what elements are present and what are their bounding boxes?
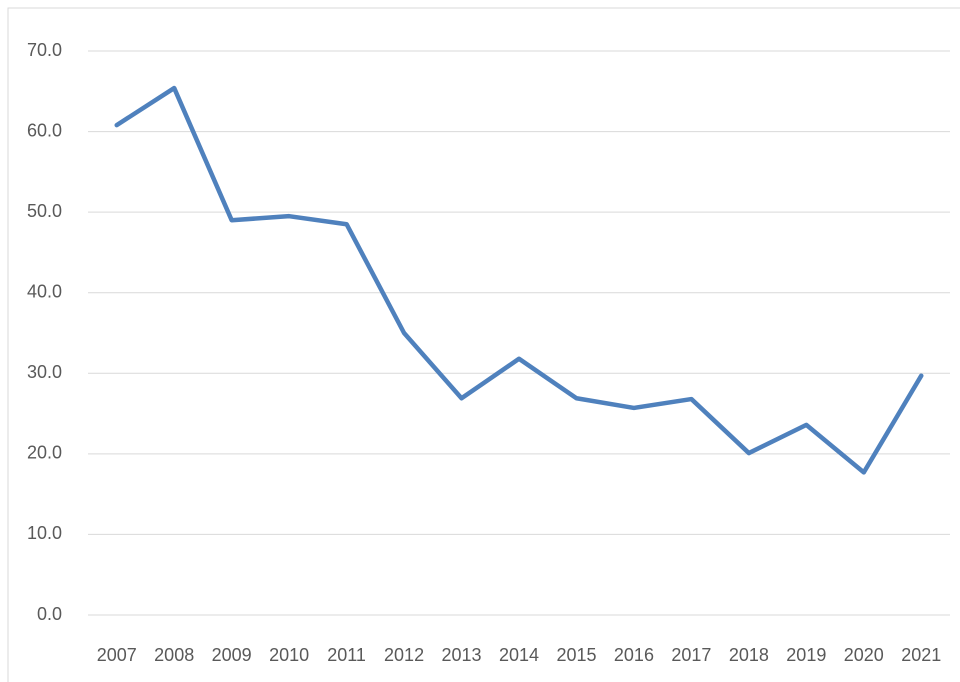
chart-border [7,7,960,682]
data-line [114,85,924,475]
y-tick-label: 10.0 [27,523,62,543]
x-tick-label: 2011 [327,645,366,665]
x-tick-label: 2015 [556,645,596,665]
x-tick-label: 2019 [786,645,826,665]
y-tick-label: 0.0 [37,604,62,624]
x-tick-label: 2018 [729,645,769,665]
x-tick-label: 2012 [384,645,424,665]
y-tick-label: 20.0 [27,443,62,463]
x-tick-label: 2020 [844,645,884,665]
y-tick-label: 40.0 [27,281,62,301]
y-tick-label: 70.0 [27,40,62,60]
x-tick-label: 2016 [614,645,654,665]
x-tick-label: 2017 [671,645,711,665]
x-tick-label: 2008 [154,645,194,665]
y-tick-label: 50.0 [27,201,62,221]
x-tick-label: 2021 [901,645,941,665]
x-tick-label: 2014 [499,645,539,665]
y-tick-label: 60.0 [27,120,62,140]
x-tick-label: 2010 [269,645,309,665]
x-tick-label: 2009 [212,645,252,665]
x-tick-label: 2013 [442,645,482,665]
y-tick-label: 30.0 [27,362,62,382]
x-tick-label: 2007 [97,645,137,665]
